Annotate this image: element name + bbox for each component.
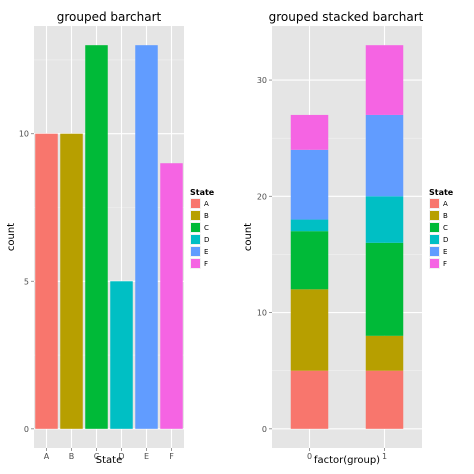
- bar-E: [135, 45, 158, 429]
- legend-label: C: [204, 224, 209, 232]
- x-tick-label: C: [94, 452, 100, 461]
- legend-label: F: [443, 260, 447, 268]
- legend-title: State: [190, 188, 215, 197]
- legend-label: B: [443, 212, 448, 220]
- bar-segment-0-E: [290, 149, 329, 220]
- y-axis-title: count: [6, 223, 17, 251]
- chart-title: grouped stacked barchart: [269, 10, 424, 24]
- legend-label: D: [204, 236, 209, 244]
- y-tick-label: 10: [19, 130, 29, 139]
- bar-segment-1-E: [365, 114, 404, 197]
- legend-label: D: [443, 236, 448, 244]
- chart-2: 0 10 20 30 0 1 grouped stacked barchart factor(…: [243, 10, 424, 466]
- y-tick-label: 10: [257, 309, 267, 318]
- y-tick-label: 20: [257, 192, 267, 201]
- x-axis-title: factor(group): [314, 455, 380, 466]
- legend-label: A: [443, 200, 448, 208]
- legend-swatch: [191, 199, 200, 208]
- legend-title: State: [429, 188, 454, 197]
- bar-F: [160, 163, 183, 429]
- legend-label: B: [204, 212, 209, 220]
- legend-swatch: [191, 223, 200, 232]
- x-tick-label: 1: [382, 452, 387, 461]
- x-tick-label: D: [118, 452, 124, 461]
- x-tick-label: A: [44, 452, 50, 461]
- bar-segment-1-C: [365, 242, 404, 336]
- y-tick-label: 0: [262, 425, 267, 434]
- bar-C: [85, 45, 108, 429]
- legend-label: F: [204, 260, 208, 268]
- legend-label: E: [443, 248, 447, 256]
- bar-segment-0-B: [290, 289, 329, 371]
- x-tick-label: 0: [307, 452, 312, 461]
- legend-swatch: [430, 223, 439, 232]
- bar-segment-1-B: [365, 335, 404, 371]
- legend-swatch: [191, 211, 200, 220]
- x-tick-label: B: [69, 452, 75, 461]
- chart-title: grouped barchart: [57, 10, 162, 24]
- bar-segment-1-D: [365, 196, 404, 243]
- legend-label: A: [204, 200, 209, 208]
- x-axis-title: State: [96, 455, 122, 466]
- legend-swatch: [430, 259, 439, 268]
- legend-swatch: [191, 259, 200, 268]
- legend-label: C: [443, 224, 448, 232]
- bar-segment-1-F: [365, 45, 404, 115]
- bar-segment-0-F: [290, 114, 329, 150]
- x-tick-label: E: [144, 452, 149, 461]
- plot-panel: [34, 26, 184, 448]
- bar-D: [110, 281, 133, 429]
- legend-swatch: [191, 235, 200, 244]
- legend-label: E: [204, 248, 208, 256]
- x-tick-label: F: [169, 452, 174, 461]
- bar-segment-1-A: [365, 370, 404, 429]
- bar-segment-0-D: [290, 219, 329, 232]
- bar-B: [60, 133, 83, 429]
- legend-swatch: [430, 211, 439, 220]
- y-tick-label: 5: [24, 277, 29, 286]
- y-axis-title: count: [243, 223, 254, 251]
- legend-swatch: [191, 247, 200, 256]
- bar-segment-0-A: [290, 370, 329, 429]
- y-tick-label: 0: [24, 425, 29, 434]
- bar-A: [35, 133, 58, 429]
- bar-segment-0-C: [290, 231, 329, 290]
- legend-swatch: [430, 199, 439, 208]
- legend-swatch: [430, 235, 439, 244]
- legend-swatch: [430, 247, 439, 256]
- y-tick-label: 30: [257, 76, 267, 85]
